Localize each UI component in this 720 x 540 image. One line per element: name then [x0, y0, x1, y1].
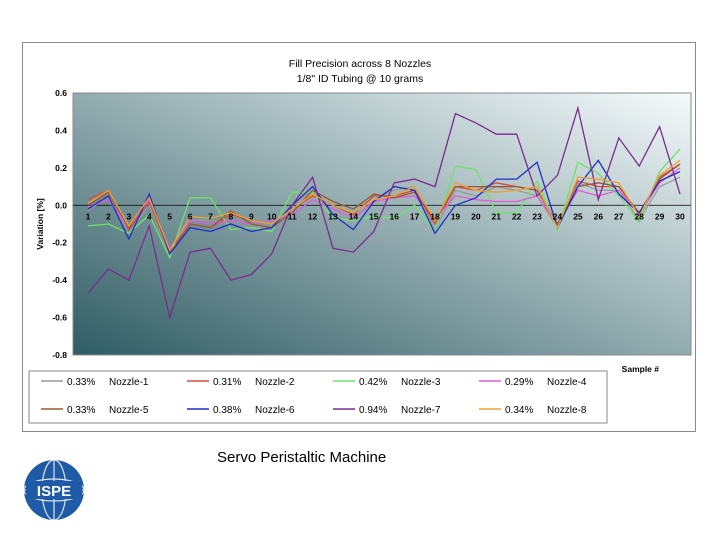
legend-stat: 0.94% [359, 405, 387, 416]
legend-label: Nozzle-1 [109, 377, 149, 388]
x-tick-label: 4 [147, 211, 152, 221]
x-tick-label: 28 [634, 211, 644, 221]
x-tick-label: 30 [675, 211, 685, 221]
x-tick-label: 24 [553, 211, 563, 221]
x-tick-label: 14 [349, 211, 359, 221]
chart-frame: Fill Precision across 8 Nozzles 1/8" ID … [22, 42, 696, 432]
x-tick-label: 7 [208, 211, 213, 221]
ispe-logo: ISPE [23, 459, 85, 521]
logo-band [26, 481, 82, 499]
legend-label: Nozzle-7 [401, 405, 441, 416]
legend-stat: 0.29% [505, 377, 533, 388]
legend-items: 0.33% Nozzle-1 0.31% Nozzle-2 0.42% Nozzle-3 0… [41, 377, 587, 416]
x-tick-label: 3 [126, 211, 131, 221]
x-tick-label: 10 [267, 211, 277, 221]
y-tick-label: 0.4 [55, 125, 67, 135]
x-tick-label: 17 [410, 211, 420, 221]
x-tick-label: 13 [328, 211, 338, 221]
y-tick-label: 0.6 [55, 88, 67, 98]
legend-label: Nozzle-3 [401, 377, 441, 388]
legend-label: Nozzle-4 [547, 377, 587, 388]
chart-title: Fill Precision across 8 Nozzles [289, 58, 431, 70]
x-tick-label: 11 [288, 211, 297, 221]
x-tick-label: 23 [532, 211, 542, 221]
legend-label: Nozzle-6 [255, 405, 295, 416]
series-line-nozzle-3 [87, 148, 681, 260]
x-tick-label: 19 [451, 211, 461, 221]
x-tick-label: 22 [512, 211, 522, 221]
plot-area [72, 92, 692, 356]
x-tick-label: 2 [106, 211, 111, 221]
legend [28, 370, 608, 424]
x-tick-label: 25 [573, 211, 583, 221]
x-tick-label: 9 [249, 211, 254, 221]
y-tick-label: -0.2 [52, 238, 67, 248]
x-tick-label: 21 [492, 211, 502, 221]
slide-caption: Servo Peristaltic Machine [217, 449, 387, 466]
legend-label: Nozzle-8 [547, 405, 587, 416]
legend-stat: 0.33% [67, 377, 95, 388]
x-tick-label: 15 [369, 211, 379, 221]
y-tick-label: 0.0 [55, 200, 67, 210]
x-tick-label: 12 [308, 211, 318, 221]
x-tick-label: 16 [389, 211, 399, 221]
legend-stat: 0.42% [359, 377, 387, 388]
series-line-nozzle-1 [87, 176, 681, 258]
legend-stat: 0.31% [213, 377, 241, 388]
legend-stat: 0.38% [213, 405, 241, 416]
x-tick-label: 5 [167, 211, 172, 221]
x-tick-label: 26 [594, 211, 604, 221]
y-axis-ticks: 0.6 0.4 0.2 0.0 -0.2 -0.4 -0.6 -0.8 [52, 88, 67, 360]
series-line-nozzle-8 [87, 159, 681, 252]
chart-subtitle: 1/8" ID Tubing @ 10 grams [297, 73, 423, 85]
x-tick-label: 6 [188, 211, 193, 221]
series-lines [87, 105, 681, 321]
x-tick-label: 20 [471, 211, 481, 221]
y-tick-label: -0.8 [52, 350, 67, 360]
x-tick-label: 1 [86, 211, 91, 221]
x-tick-label: 8 [229, 211, 234, 221]
x-tick-label: 29 [655, 211, 665, 221]
legend-stat: 0.33% [67, 405, 95, 416]
legend-stat: 0.34% [505, 405, 533, 416]
legend-label: Nozzle-5 [109, 405, 149, 416]
series-line-nozzle-4 [87, 167, 681, 250]
x-axis-ticks: 1 2 3 4 5 6 7 8 9 10 11 12 13 14 15 16 17 18 19 20 21 22 23 24 2… [86, 211, 685, 221]
y-axis-label: Variation [%] [35, 198, 45, 250]
y-tick-label: 0.2 [55, 163, 67, 173]
x-axis-label: Sample # [622, 364, 660, 374]
legend-label: Nozzle-2 [255, 377, 295, 388]
series-line-nozzle-7 [87, 105, 681, 321]
series-line-nozzle-5 [87, 163, 681, 256]
y-tick-label: -0.6 [52, 313, 67, 323]
series-line-nozzle-6 [87, 159, 681, 256]
y-tick-label: -0.4 [52, 275, 67, 285]
logo-text: ISPE [37, 483, 71, 500]
x-tick-label: 27 [614, 211, 624, 221]
chart-svg: Fill Precision across 8 Nozzles 1/8" ID … [28, 58, 692, 424]
x-tick-label: 18 [430, 211, 440, 221]
